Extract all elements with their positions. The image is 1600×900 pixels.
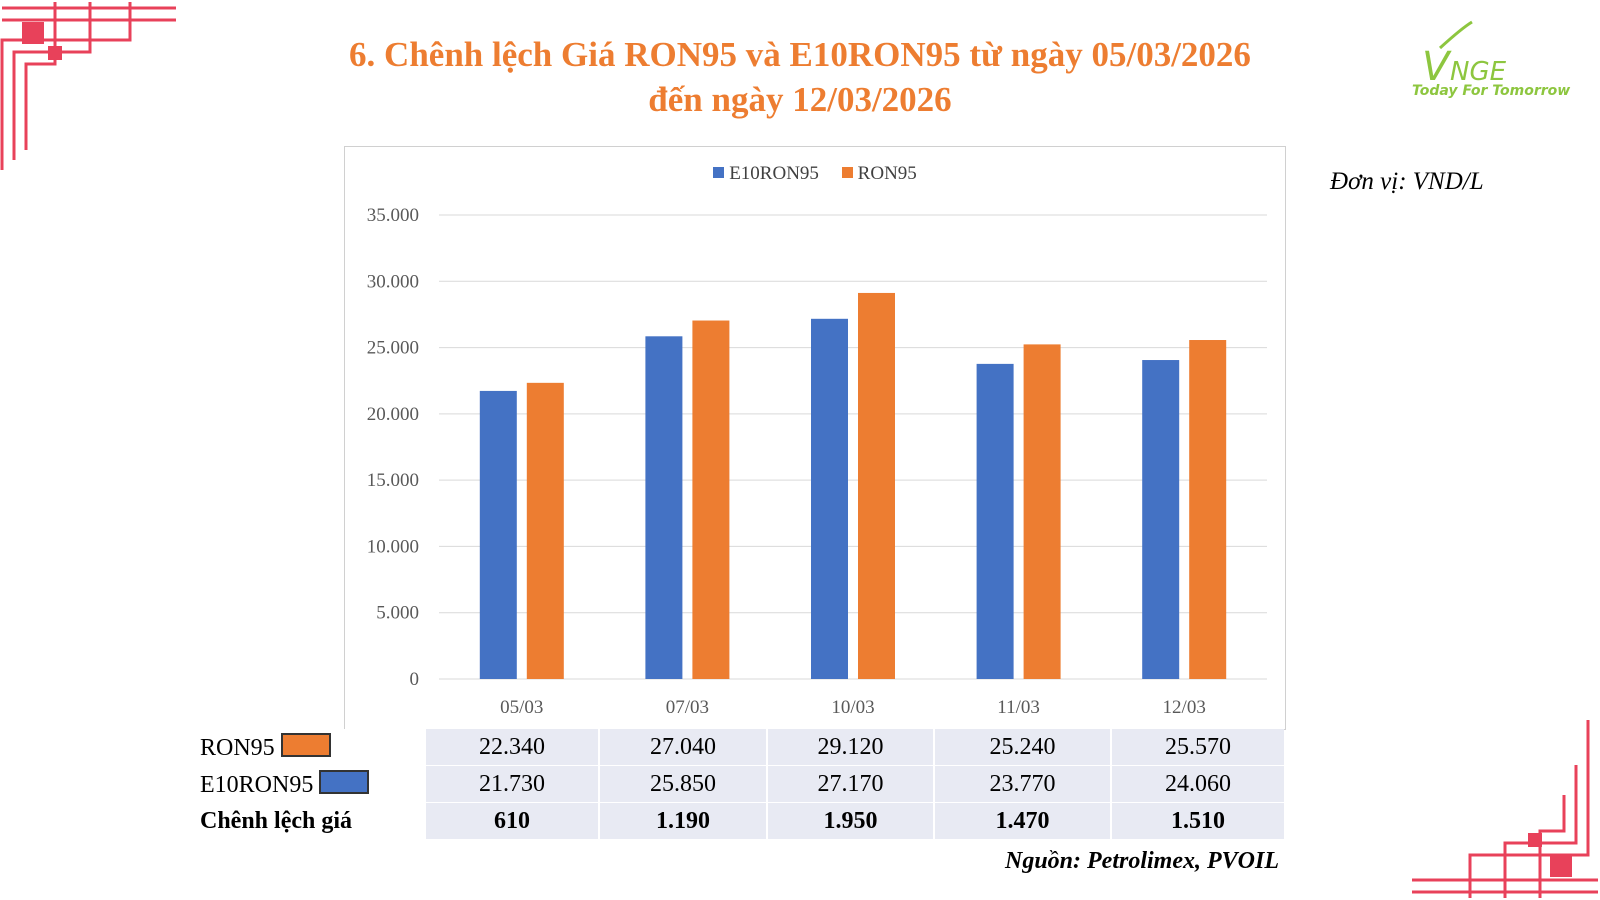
x-tick-label: 10/03: [831, 697, 874, 718]
data-table: RON95 22.340 27.040 29.120 25.240 25.570…: [200, 729, 1284, 839]
table-row-ron95: RON95 22.340 27.040 29.120 25.240 25.570: [200, 729, 1284, 766]
y-tick-label: 20.000: [367, 404, 419, 425]
x-tick-label: 11/03: [997, 697, 1040, 718]
source-label: Nguồn: Petrolimex, PVOIL: [1005, 848, 1279, 874]
title-line-1: 6. Chênh lệch Giá RON95 và E10RON95 từ n…: [349, 35, 1251, 74]
table-row-price-difference: Chênh lệch giá 610 1.190 1.950 1.470 1.5…: [200, 802, 1284, 839]
y-tick-label: 35.000: [367, 205, 419, 226]
table-cell: 25.240: [933, 729, 1111, 766]
legend-swatch-ron95: [841, 167, 853, 178]
y-tick-label: 10.000: [367, 536, 419, 557]
table-cell: 610: [424, 802, 599, 839]
table-cell: 21.730: [424, 765, 599, 803]
table-cell: 27.170: [766, 765, 934, 803]
legend-key-orange: [280, 732, 331, 757]
y-tick-label: 25.000: [367, 338, 419, 359]
table-cell: 25.570: [1110, 729, 1284, 766]
row-label-e10ron95: E10RON95: [200, 765, 425, 803]
legend-item-ron95: RON95: [841, 163, 917, 185]
legend-label-e10ron95: E10RON95: [729, 163, 819, 184]
row-label-ron95: RON95: [200, 729, 425, 766]
bar-e10ron95: [976, 363, 1014, 679]
table-cell: 1.190: [598, 802, 767, 839]
bar-e10ron95: [645, 336, 683, 679]
bar-e10ron95: [479, 390, 517, 679]
logo-v: V: [1422, 44, 1452, 90]
legend-swatch-e10ron95: [713, 167, 725, 178]
row-label-text: E10RON95: [200, 771, 314, 798]
y-tick-label: 0: [410, 669, 420, 690]
table-cell: 27.040: [598, 729, 767, 766]
table-cell: 1.470: [933, 802, 1111, 839]
bar-ron95: [858, 292, 895, 679]
table-cell: 1.510: [1110, 802, 1284, 839]
page-title: 6. Chênh lệch Giá RON95 và E10RON95 từ n…: [0, 32, 1600, 122]
chart-container: E10RON95 RON95 0 5.000 10.000 15.000 20.000 2…: [344, 146, 1286, 730]
logo-swoosh-icon: [1438, 20, 1473, 50]
title-line-2: đến ngày 12/03/2026: [648, 80, 952, 119]
logo-nge: NGE: [1450, 57, 1507, 87]
legend-label-ron95: RON95: [857, 163, 917, 184]
legend-key-blue: [319, 769, 370, 794]
table-cell: 29.120: [766, 729, 934, 766]
bar-e10ron95: [811, 318, 848, 679]
chart-legend: E10RON95 RON95: [345, 163, 1285, 185]
bar-ron95: [1189, 340, 1227, 679]
corner-ornament-top-left: [0, 2, 176, 170]
bar-chart: 0 5.000 10.000 15.000 20.000 25.000 30.000 35.0…: [367, 205, 1267, 718]
vnge-logo: V NGE: [1422, 20, 1507, 90]
table-cell: 22.340: [424, 729, 599, 766]
row-label-text: RON95: [200, 734, 275, 761]
table-cell: 23.770: [933, 765, 1111, 803]
legend-item-e10ron95: E10RON95: [713, 163, 819, 185]
bar-ron95: [1023, 344, 1061, 679]
x-tick-label: 12/03: [1163, 697, 1206, 718]
bar-ron95: [526, 382, 564, 679]
bar-ron95: [692, 320, 730, 679]
table-row-e10ron95: E10RON95 21.730 25.850 27.170 23.770 24.…: [200, 765, 1284, 803]
table-cell: 24.060: [1110, 765, 1284, 803]
bar-e10ron95: [1142, 360, 1180, 679]
corner-ornament-bottom-right: [1412, 720, 1598, 898]
table-cell: 1.950: [766, 802, 934, 839]
y-tick-label: 30.000: [367, 271, 419, 292]
x-tick-label: 05/03: [500, 697, 543, 718]
unit-label: Đơn vị: VND/L: [1330, 168, 1484, 195]
table-cell: 25.850: [598, 765, 767, 803]
y-tick-label: 15.000: [367, 470, 419, 491]
row-label-difference: Chênh lệch giá: [200, 802, 425, 839]
logo-tagline: Today For Tomorrow: [1412, 83, 1571, 99]
y-tick-label: 5.000: [376, 603, 419, 624]
x-tick-label: 07/03: [666, 697, 709, 718]
